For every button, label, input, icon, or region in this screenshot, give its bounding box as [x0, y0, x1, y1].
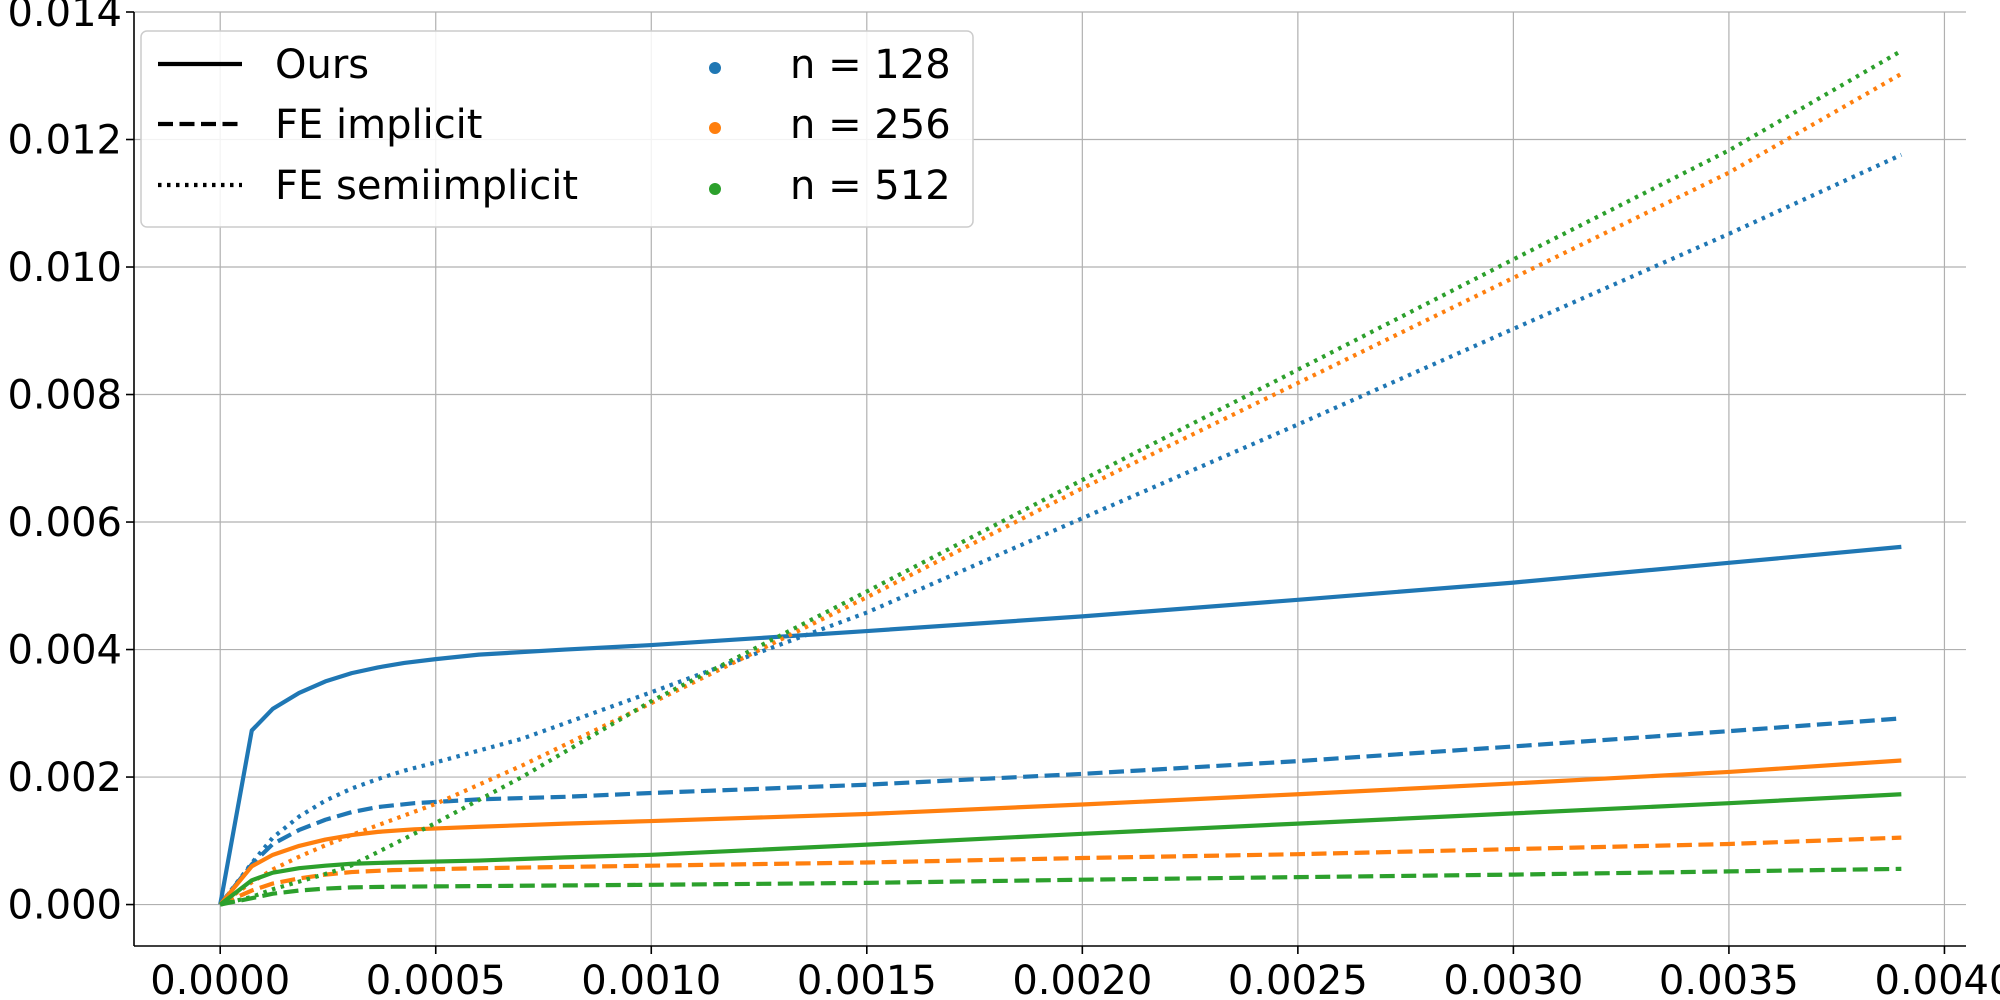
x-tick-label: 0.0015 [797, 958, 937, 1000]
y-tick-label: 0.012 [7, 118, 122, 164]
series-line-fe-implicit-256 [219, 835, 1902, 907]
x-tick-label: 0.0005 [366, 958, 506, 1000]
x-tick-label: 0.0035 [1659, 958, 1799, 1000]
legend-marker-512 [709, 183, 721, 195]
series-line-ours-128 [218, 544, 1902, 905]
legend: Ours FE implicit FE semiimplicit n = 128 n =… [140, 30, 974, 228]
legend-marker-256 [709, 122, 721, 134]
x-tick-label: 0.0010 [581, 958, 721, 1000]
x-tick-label: 0.0030 [1443, 958, 1583, 1000]
series-line-ours-256 [218, 758, 1902, 906]
series-line-fe-implicit-128 [218, 716, 1902, 906]
legend-label: Ours [275, 42, 369, 88]
series-line-fe-implicit-512 [219, 866, 1902, 907]
legend-label: n = 256 [790, 102, 951, 148]
series-line-ours-512 [218, 792, 1902, 907]
y-tick-label: 0.000 [7, 883, 122, 929]
y-tick-label: 0.002 [7, 755, 122, 801]
legend-label: n = 128 [790, 42, 951, 88]
legend-label: n = 512 [790, 163, 951, 209]
y-tick-label: 0.004 [7, 628, 122, 674]
series-line-fe-semiimplicit-512 [219, 49, 1903, 907]
y-tick-label: 0.006 [7, 500, 122, 546]
y-tick-label: 0.014 [7, 0, 122, 36]
series-line-fe-semiimplicit-128 [218, 152, 1903, 906]
tick-labels: 0.0000 0.0005 0.0010 0.0015 0.0020 0.0025 0.00… [7, 0, 2000, 1000]
legend-label: FE semiimplicit [275, 163, 578, 209]
legend-label: FE implicit [275, 102, 482, 148]
x-tick-label: 0.0000 [150, 958, 290, 1000]
legend-marker-128 [709, 62, 721, 74]
series-line-fe-semiimplicit-256 [218, 72, 1903, 907]
x-tick-label: 0.0020 [1012, 958, 1152, 1000]
y-tick-label: 0.008 [7, 373, 122, 419]
legend-box [140, 30, 974, 228]
axes [133, 12, 1966, 947]
y-tick-label: 0.010 [7, 245, 122, 291]
x-tick-label: 0.0025 [1228, 958, 1368, 1000]
series-lines [218, 49, 1903, 907]
grid [134, 11, 1966, 946]
